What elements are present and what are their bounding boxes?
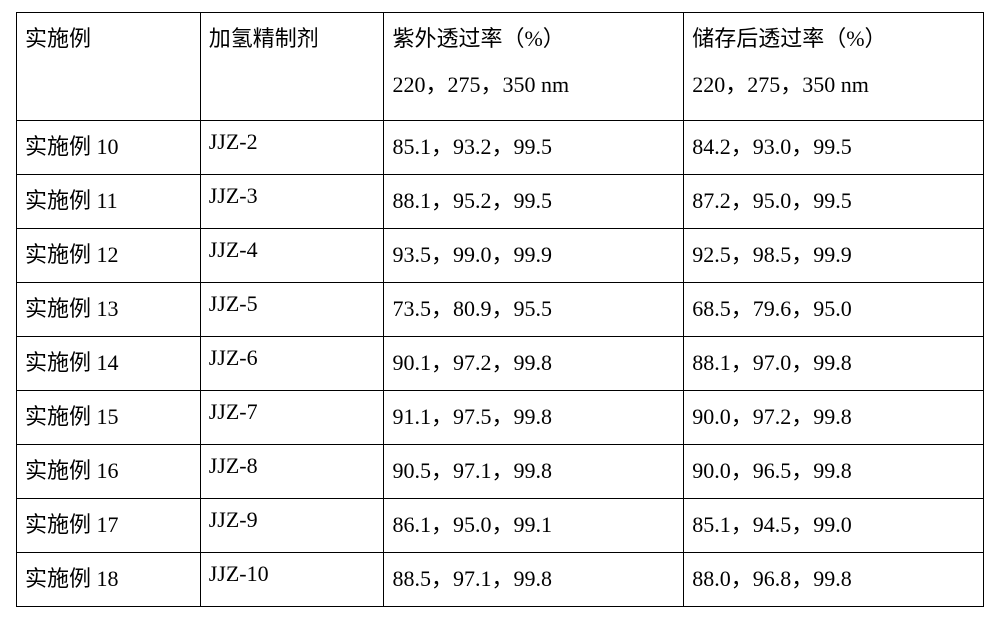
table-row: 实施例 11 JJZ-3 88.1，95.2，99.5 87.2，95.0，99… [17,175,984,229]
col-header-agent: 加氢精制剂 [200,13,384,121]
table-header-row: 实施例 加氢精制剂 紫外透过率（%） 220，275，350 nm 储存后透过率… [17,13,984,121]
cell-example: 实施例 13 [17,283,201,337]
table-row: 实施例 12 JJZ-4 93.5，99.0，99.9 92.5，98.5，99… [17,229,984,283]
table-row: 实施例 17 JJZ-9 86.1，95.0，99.1 85.1，94.5，99… [17,499,984,553]
table-row: 实施例 14 JJZ-6 90.1，97.2，99.8 88.1，97.0，99… [17,337,984,391]
cell-example: 实施例 18 [17,553,201,607]
col-header-line2: 220，275，350 nm [692,67,975,99]
table-row: 实施例 13 JJZ-5 73.5，80.9，95.5 68.5，79.6，95… [17,283,984,337]
cell-storage: 90.0，97.2，99.8 [684,391,984,445]
cell-storage: 68.5，79.6，95.0 [684,283,984,337]
col-header-line1: 紫外透过率（%） [392,26,564,51]
cell-storage: 88.1，97.0，99.8 [684,337,984,391]
cell-uv: 88.5，97.1，99.8 [384,553,684,607]
table-row: 实施例 16 JJZ-8 90.5，97.1，99.8 90.0，96.5，99… [17,445,984,499]
col-header-uv-trans: 紫外透过率（%） 220，275，350 nm [384,13,684,121]
cell-agent: JJZ-8 [200,445,384,499]
data-table-container: 实施例 加氢精制剂 紫外透过率（%） 220，275，350 nm 储存后透过率… [0,0,1000,622]
cell-example: 实施例 12 [17,229,201,283]
col-header-line1: 加氢精制剂 [209,26,319,51]
cell-agent: JJZ-7 [200,391,384,445]
table-row: 实施例 15 JJZ-7 91.1，97.5，99.8 90.0，97.2，99… [17,391,984,445]
col-header-line1: 储存后透过率（%） [692,26,886,51]
cell-storage: 84.2，93.0，99.5 [684,121,984,175]
col-header-line2: 220，275，350 nm [392,67,675,99]
cell-uv: 90.1，97.2，99.8 [384,337,684,391]
cell-uv: 91.1，97.5，99.8 [384,391,684,445]
cell-uv: 73.5，80.9，95.5 [384,283,684,337]
col-header-line1: 实施例 [25,26,91,51]
cell-storage: 88.0，96.8，99.8 [684,553,984,607]
cell-uv: 88.1，95.2，99.5 [384,175,684,229]
cell-agent: JJZ-10 [200,553,384,607]
table-body: 实施例 10 JJZ-2 85.1，93.2，99.5 84.2，93.0，99… [17,121,984,607]
cell-agent: JJZ-4 [200,229,384,283]
cell-agent: JJZ-6 [200,337,384,391]
col-header-storage-trans: 储存后透过率（%） 220，275，350 nm [684,13,984,121]
cell-example: 实施例 11 [17,175,201,229]
cell-uv: 86.1，95.0，99.1 [384,499,684,553]
table-row: 实施例 18 JJZ-10 88.5，97.1，99.8 88.0，96.8，9… [17,553,984,607]
cell-agent: JJZ-3 [200,175,384,229]
cell-storage: 92.5，98.5，99.9 [684,229,984,283]
cell-example: 实施例 15 [17,391,201,445]
cell-agent: JJZ-2 [200,121,384,175]
cell-storage: 87.2，95.0，99.5 [684,175,984,229]
transmittance-table: 实施例 加氢精制剂 紫外透过率（%） 220，275，350 nm 储存后透过率… [16,12,984,607]
cell-storage: 90.0，96.5，99.8 [684,445,984,499]
cell-example: 实施例 10 [17,121,201,175]
cell-storage: 85.1，94.5，99.0 [684,499,984,553]
cell-uv: 85.1，93.2，99.5 [384,121,684,175]
table-row: 实施例 10 JJZ-2 85.1，93.2，99.5 84.2，93.0，99… [17,121,984,175]
cell-example: 实施例 14 [17,337,201,391]
cell-agent: JJZ-5 [200,283,384,337]
col-header-example: 实施例 [17,13,201,121]
cell-example: 实施例 17 [17,499,201,553]
cell-uv: 90.5，97.1，99.8 [384,445,684,499]
cell-example: 实施例 16 [17,445,201,499]
cell-uv: 93.5，99.0，99.9 [384,229,684,283]
cell-agent: JJZ-9 [200,499,384,553]
